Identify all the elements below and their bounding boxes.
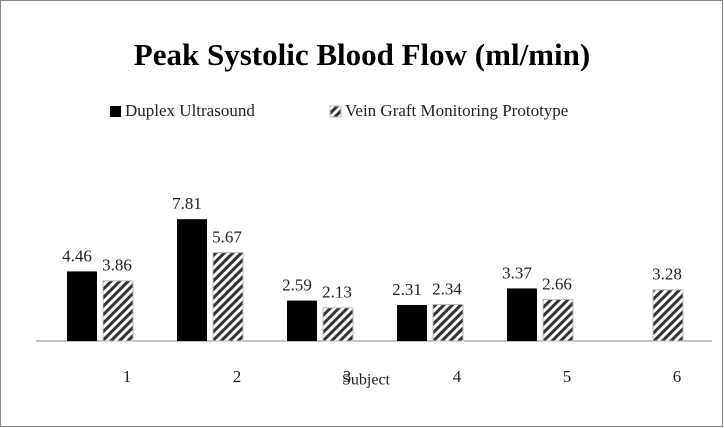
bar [432,303,464,342]
bar [67,271,97,341]
legend-swatch [329,105,342,118]
data-label: 3.86 [102,256,132,275]
bar [322,307,354,342]
data-label: 7.81 [172,194,202,213]
bar [177,219,207,341]
bar [102,280,134,342]
data-label: 2.13 [322,283,352,302]
x-tick-label: 1 [123,367,132,386]
data-label: 3.37 [502,263,532,282]
legend-swatch [110,106,121,117]
data-label: 2.31 [392,280,422,299]
x-tick-label: 3 [343,367,352,386]
x-axis-label: Subject [342,372,391,389]
chart-title: Peak Systolic Blood Flow (ml/min) [134,37,590,72]
legend-label: Duplex Ultrasound [125,101,255,120]
bar [652,289,684,342]
bar [287,300,317,341]
data-label: 3.28 [652,265,682,284]
bar [397,304,427,341]
bar [212,252,244,342]
bar [507,288,537,341]
data-label: 2.34 [432,279,462,298]
data-label: 2.66 [542,274,572,293]
data-label: 2.59 [282,276,312,295]
data-label: 4.46 [62,246,92,265]
x-tick-label: 6 [673,367,682,386]
x-tick-label: 2 [233,367,242,386]
x-tick-label: 5 [563,367,572,386]
bar [542,299,574,342]
x-tick-label: 4 [453,367,462,386]
data-label: 5.67 [212,227,242,246]
legend-label: Vein Graft Monitoring Prototype [345,101,568,120]
